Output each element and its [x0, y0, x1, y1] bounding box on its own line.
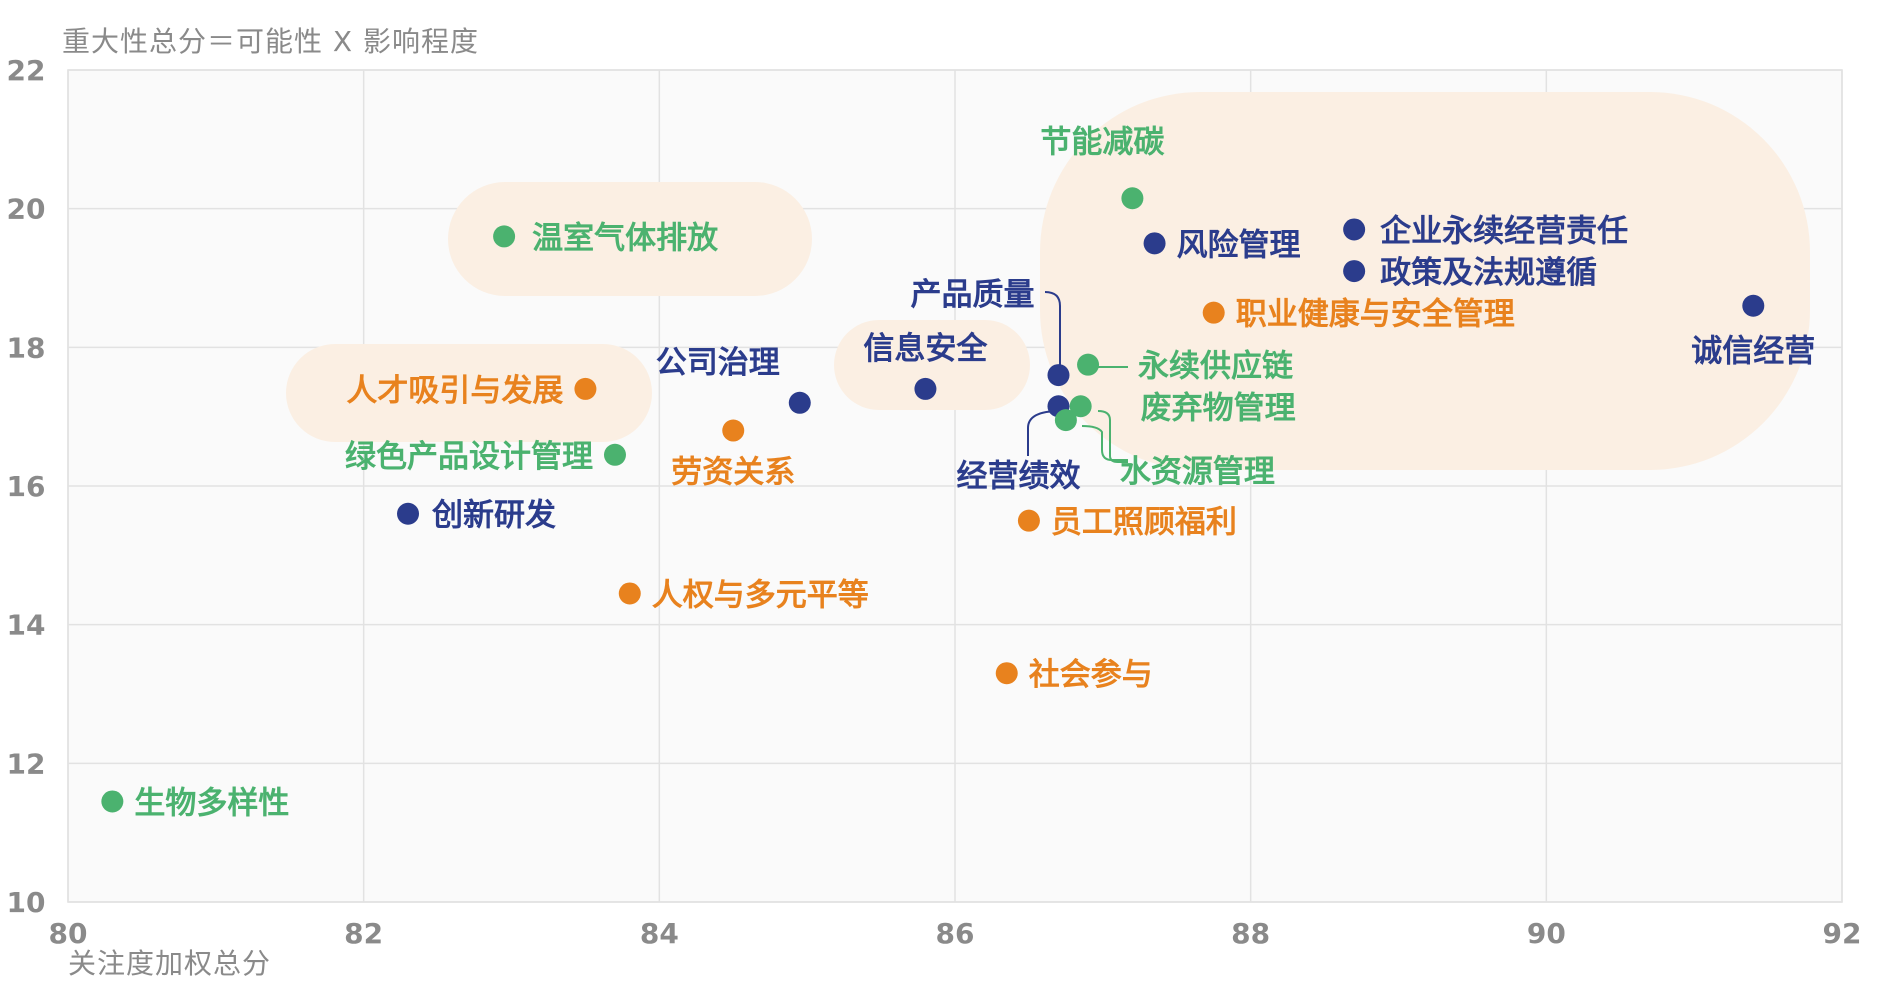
x-tick-label: 82 — [344, 917, 383, 950]
x-axis-title: 关注度加权总分 — [68, 947, 272, 980]
highlight-zone — [286, 344, 652, 442]
data-point — [1742, 294, 1765, 317]
data-point — [1054, 409, 1077, 432]
point-label: 公司治理 — [656, 345, 780, 381]
highlight-zone — [1040, 92, 1810, 470]
data-point — [914, 377, 937, 400]
point-label: 政策及法规遵循 — [1380, 255, 1597, 291]
data-point — [397, 502, 420, 525]
highlight-zone — [834, 320, 1030, 410]
data-point — [1069, 395, 1092, 418]
point-label: 人才吸引与发展 — [346, 373, 563, 409]
highlight-zone — [448, 182, 812, 296]
data-point — [574, 377, 597, 400]
point-label: 生物多样性 — [134, 785, 289, 821]
y-tick-label: 16 — [7, 470, 46, 503]
data-point — [101, 790, 124, 813]
point-label: 永续供应链 — [1138, 349, 1293, 385]
x-tick-label: 92 — [1823, 917, 1862, 950]
data-point — [1121, 187, 1144, 210]
x-tick-label: 90 — [1527, 917, 1566, 950]
data-point — [1077, 353, 1100, 376]
point-label: 风险管理 — [1177, 227, 1301, 263]
y-axis-title: 重大性总分＝可能性 X 影响程度 — [62, 25, 479, 58]
y-tick-label: 12 — [7, 747, 46, 780]
y-tick-label: 14 — [7, 609, 46, 642]
data-point — [1047, 364, 1070, 387]
point-label: 人权与多元平等 — [652, 577, 869, 613]
y-tick-label: 10 — [7, 886, 46, 919]
point-label: 绿色产品设计管理 — [345, 439, 593, 475]
point-label: 企业永续经营责任 — [1380, 213, 1628, 249]
leader-line — [1081, 425, 1128, 461]
leader-line — [1097, 410, 1128, 463]
point-label: 社会参与 — [1029, 657, 1153, 693]
data-point — [1202, 301, 1225, 324]
point-label: 节能减碳 — [1040, 124, 1165, 160]
x-tick-label: 88 — [1231, 917, 1270, 950]
data-point — [995, 662, 1018, 685]
data-point — [1017, 509, 1040, 532]
data-point — [603, 443, 626, 466]
x-tick-label: 86 — [936, 917, 975, 950]
x-tick-label: 80 — [49, 917, 88, 950]
data-point — [618, 582, 641, 605]
y-tick-label: 22 — [7, 54, 46, 87]
x-tick-label: 84 — [640, 917, 679, 950]
point-label: 信息安全 — [863, 331, 988, 367]
leader-line — [1044, 291, 1061, 372]
data-point — [493, 225, 516, 248]
point-label: 产品质量 — [910, 277, 1034, 313]
point-label: 员工照顾福利 — [1051, 505, 1237, 541]
point-label: 诚信经营 — [1691, 334, 1815, 370]
point-label: 水资源管理 — [1120, 454, 1275, 490]
data-point — [1343, 260, 1366, 283]
point-label: 温室气体排放 — [532, 220, 719, 256]
y-tick-label: 20 — [7, 193, 46, 226]
y-tick-label: 18 — [7, 331, 46, 364]
point-label: 废弃物管理 — [1141, 390, 1296, 426]
point-label: 劳资关系 — [671, 455, 795, 491]
data-point — [1143, 232, 1166, 255]
data-point — [788, 391, 811, 414]
point-label: 职业健康与安全管理 — [1236, 297, 1515, 333]
point-label: 创新研发 — [431, 498, 556, 534]
data-point — [1343, 218, 1366, 241]
point-label: 经营绩效 — [956, 458, 1080, 494]
data-point — [722, 419, 745, 442]
